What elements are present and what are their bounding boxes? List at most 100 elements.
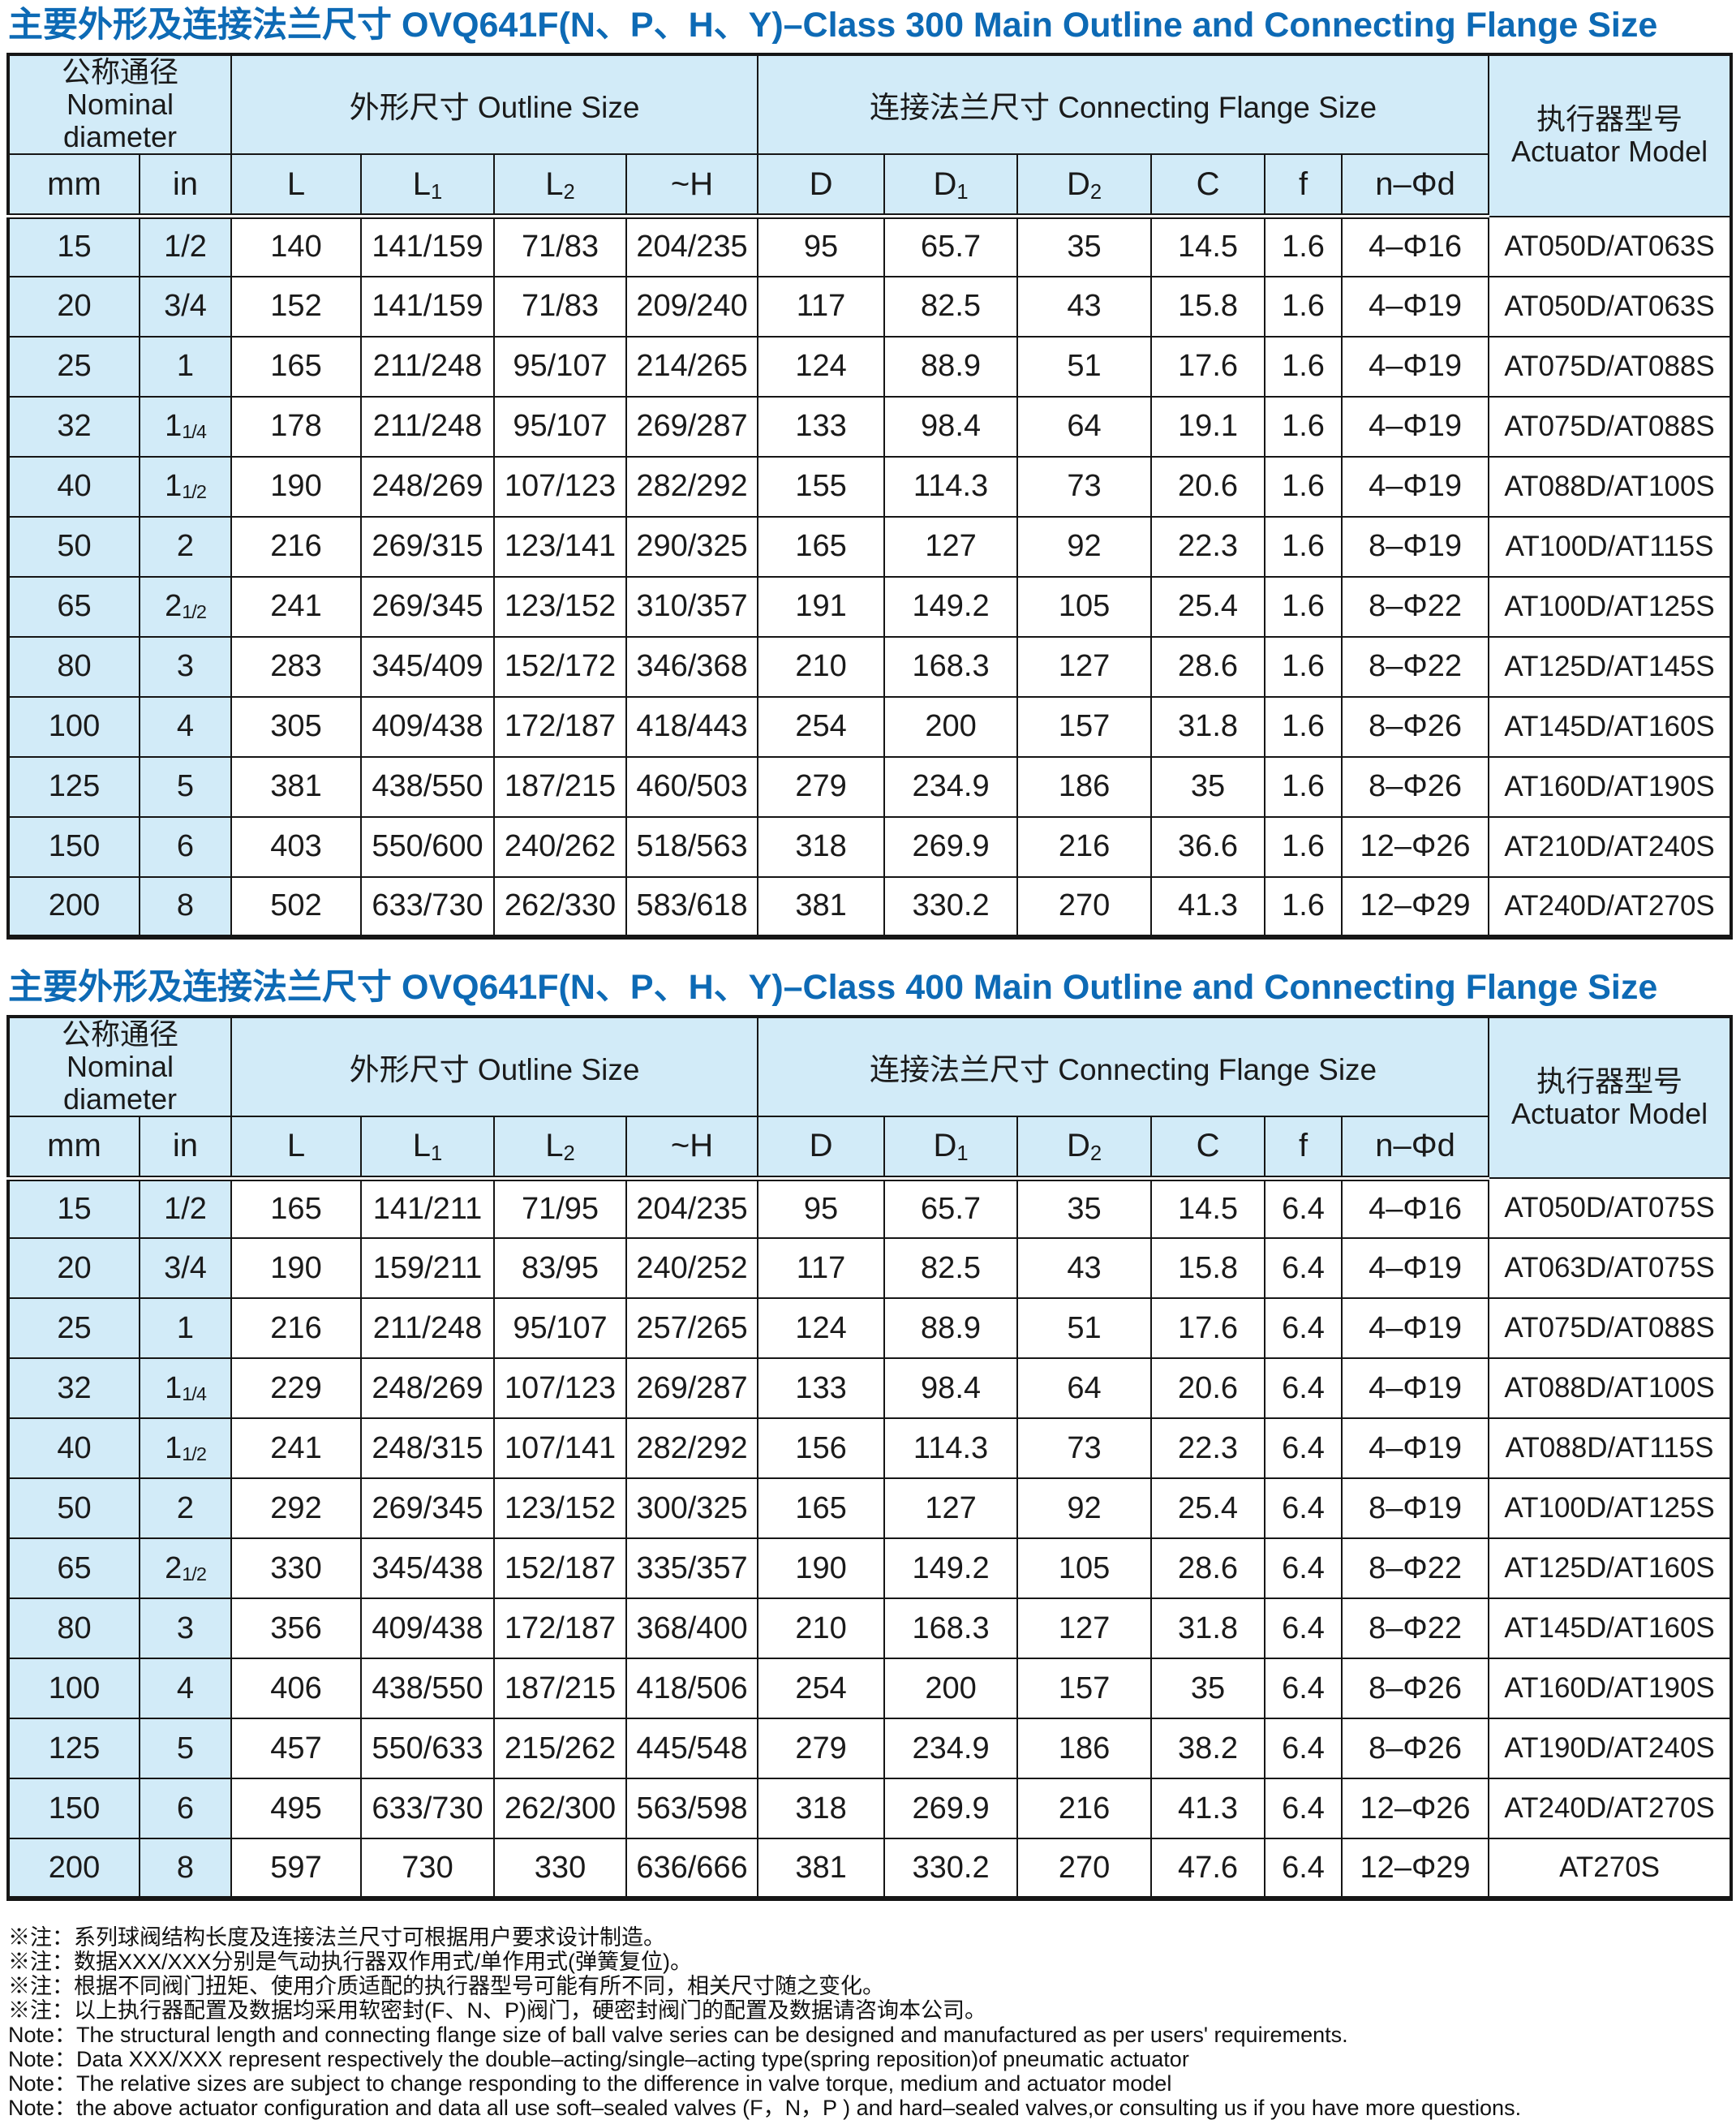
cell-D: 155 (757, 455, 886, 518)
cell-actuator-model: AT050D/AT075S (1488, 1177, 1733, 1239)
cell-L: 165 (230, 1177, 362, 1239)
col-header-label: mm (47, 1128, 101, 1163)
cell-in: 1/2 (139, 1177, 232, 1239)
col-header-subscript: 2 (1089, 180, 1102, 204)
cell-D2: 186 (1016, 1718, 1153, 1779)
cell-f: 1.6 (1264, 275, 1343, 338)
cell-D2: 270 (1016, 1838, 1153, 1899)
table-row: 150 6 495 633/730 262/300 563/598 318 269.9 216 4… (7, 1778, 1733, 1839)
cell-actuator-model: AT145D/AT160S (1488, 695, 1733, 758)
cell-L1: 438/550 (360, 755, 495, 818)
cell-D1: 168.3 (883, 635, 1019, 698)
cell-L: 190 (230, 1237, 362, 1299)
cell-n-phi-d: 4–Φ19 (1341, 455, 1490, 518)
cell-mm: 32 (7, 395, 140, 458)
note-line: ※注：以上执行器配置及数据均采用软密封(F、N、P)阀门，硬密封阀门的配置及数据… (8, 1998, 986, 2023)
table-row: 80 3 356 409/438 172/187 368/400 210 168.3 127 31… (7, 1598, 1733, 1659)
cell-mm: 100 (7, 695, 140, 758)
cell-actuator-model: AT190D/AT240S (1488, 1718, 1733, 1779)
cell-n-phi-d: 4–Φ16 (1341, 215, 1490, 277)
cell-in: 1/2 (139, 215, 232, 277)
cell-n-phi-d: 12–Φ29 (1341, 875, 1490, 938)
cell-actuator-model: AT063D/AT075S (1488, 1237, 1733, 1299)
cell-D1: 149.2 (883, 575, 1019, 638)
cell-mm: 200 (7, 875, 140, 938)
cell-D1: 269.9 (883, 815, 1019, 878)
cell-L1: 141/159 (360, 275, 495, 338)
cell-f: 1.6 (1264, 215, 1343, 277)
cell-D2: 127 (1016, 635, 1153, 698)
cell-n-phi-d: 4–Φ19 (1341, 275, 1490, 338)
dimension-table-class400: 公称通径 Nominal diameter 外形尺寸 Outline Size … (6, 1014, 1734, 1901)
table-row: 65 21/2 330 345/438 152/187 335/357 190 149.2 10… (7, 1537, 1733, 1599)
note-line: ※注：根据不同阀门扭矩、使用介质适配的执行器型号可能有所不同，相关尺寸随之变化。 (8, 1974, 884, 1998)
cell-D: 124 (757, 335, 886, 398)
cell-D1: 65.7 (883, 1177, 1019, 1239)
cell-L1: 211/248 (360, 1297, 495, 1359)
table-row: 100 4 305 409/438 172/187 418/443 254 200 157 31.… (7, 695, 1733, 758)
col-header-label: C (1196, 1128, 1220, 1163)
cell-D: 117 (757, 1237, 886, 1299)
in-fraction: 1/2 (182, 601, 207, 622)
cell-L1: 248/315 (360, 1417, 495, 1479)
note-line: ※注：系列球阀结构长度及连接法兰尺寸可根据用户要求设计制造。 (8, 1925, 665, 1950)
cell-L2: 95/107 (493, 395, 627, 458)
in-whole: 1 (165, 409, 183, 443)
table-row: 15 1/2 165 141/211 71/95 204/235 95 65.7 35 14.5 6… (7, 1177, 1733, 1239)
cell-in: 21/2 (139, 575, 232, 638)
table-row: 40 11/2 190 248/269 107/123 282/292 155 114.3 73… (7, 455, 1733, 518)
cell-D: 95 (757, 215, 886, 277)
in-whole: 2 (165, 1550, 183, 1585)
cell-f: 1.6 (1264, 395, 1343, 458)
cell-D2: 127 (1016, 1598, 1153, 1659)
in-fraction: 1/4 (182, 1383, 207, 1404)
cell-C: 38.2 (1150, 1718, 1266, 1779)
table-row: 15 1/2 140 141/159 71/83 204/235 95 65.7 35 14.5 1… (7, 215, 1733, 277)
cell-H: 460/503 (625, 755, 759, 818)
cell-f: 1.6 (1264, 335, 1343, 398)
note-line: Note：The relative sizes are subject to c… (8, 2071, 1172, 2096)
cell-D2: 51 (1016, 1297, 1153, 1359)
cell-n-phi-d: 12–Φ26 (1341, 1778, 1490, 1839)
cell-f: 1.6 (1264, 875, 1343, 938)
cell-in: 11/2 (139, 455, 232, 518)
cell-L: 597 (230, 1838, 362, 1899)
cell-f: 1.6 (1264, 695, 1343, 758)
cell-D: 279 (757, 1718, 886, 1779)
col-header-label: D (809, 1128, 833, 1163)
cell-C: 15.8 (1150, 1237, 1266, 1299)
cell-H: 583/618 (625, 875, 759, 938)
col-header-label: D (1066, 166, 1090, 202)
cell-f: 1.6 (1264, 455, 1343, 518)
cell-actuator-model: AT125D/AT145S (1488, 635, 1733, 698)
cell-in: 6 (139, 1778, 232, 1839)
cell-in: 11/4 (139, 395, 232, 458)
cell-D1: 168.3 (883, 1598, 1019, 1659)
cell-in: 5 (139, 1718, 232, 1779)
cell-f: 6.4 (1264, 1718, 1343, 1779)
cell-L1: 248/269 (360, 1357, 495, 1419)
cell-D: 254 (757, 695, 886, 758)
cell-L2: 187/215 (493, 1658, 627, 1719)
col-header-L: L (230, 1115, 362, 1181)
cell-L1: 211/248 (360, 335, 495, 398)
cell-in: 3/4 (139, 275, 232, 338)
cell-D1: 234.9 (883, 1718, 1019, 1779)
header-actuator-model-en: Actuator Model (1511, 135, 1708, 169)
cell-f: 1.6 (1264, 755, 1343, 818)
cell-D1: 200 (883, 695, 1019, 758)
cell-D: 133 (757, 1357, 886, 1419)
group-header-row: 公称通径 Nominal diameter 外形尺寸 Outline Size … (7, 54, 1733, 217)
cell-H: 290/325 (625, 515, 759, 578)
col-header-in: in (139, 1115, 232, 1181)
cell-C: 22.3 (1150, 1417, 1266, 1479)
cell-C: 25.4 (1150, 575, 1266, 638)
cell-H: 518/563 (625, 815, 759, 878)
cell-L2: 95/107 (493, 1297, 627, 1359)
cell-C: 41.3 (1150, 875, 1266, 938)
col-header-n-phi-d: n–Φd (1341, 1115, 1490, 1181)
table-body: 15 1/2 165 141/211 71/95 204/235 95 65.7 35 14.5 6… (7, 1177, 1733, 1899)
cell-in: 8 (139, 875, 232, 938)
cell-D1: 88.9 (883, 1297, 1019, 1359)
table-row: 100 4 406 438/550 187/215 418/506 254 200 157 35 6… (7, 1658, 1733, 1719)
